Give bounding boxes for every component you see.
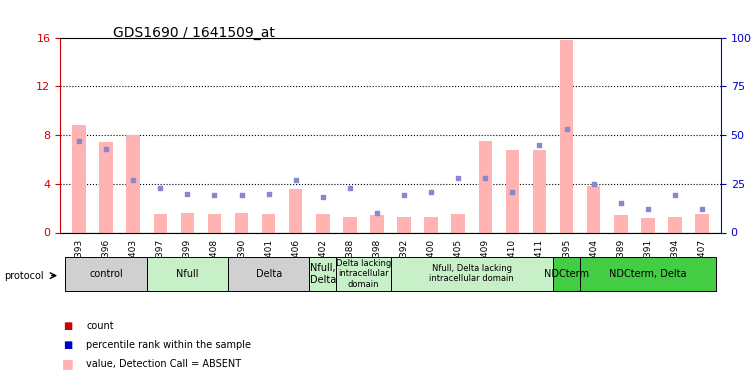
- Text: ■: ■: [63, 321, 72, 331]
- Bar: [478, 141, 492, 232]
- Text: control: control: [89, 269, 123, 279]
- Bar: [424, 217, 438, 232]
- Point: [398, 192, 410, 198]
- Point: [371, 210, 383, 216]
- FancyBboxPatch shape: [336, 257, 391, 291]
- Point: [696, 206, 708, 212]
- Bar: [153, 214, 167, 232]
- Bar: [641, 218, 655, 232]
- Text: ■: ■: [62, 357, 74, 370]
- Point: [344, 184, 356, 190]
- Text: GDS1690 / 1641509_at: GDS1690 / 1641509_at: [113, 26, 275, 40]
- Bar: [343, 217, 357, 232]
- Point: [642, 206, 654, 212]
- Bar: [126, 135, 140, 232]
- Bar: [180, 213, 195, 232]
- Point: [560, 126, 572, 132]
- Bar: [235, 213, 249, 232]
- Point: [154, 184, 166, 190]
- Bar: [668, 217, 682, 232]
- Text: Nfull,
Delta: Nfull, Delta: [309, 263, 336, 285]
- Bar: [289, 189, 303, 232]
- Bar: [370, 215, 384, 232]
- Bar: [559, 40, 573, 232]
- Text: count: count: [86, 321, 114, 331]
- FancyBboxPatch shape: [228, 257, 309, 291]
- Point: [236, 192, 248, 198]
- Text: Delta lacking
intracellular
domain: Delta lacking intracellular domain: [336, 259, 391, 289]
- Point: [290, 177, 302, 183]
- Point: [533, 142, 545, 148]
- Text: percentile rank within the sample: percentile rank within the sample: [86, 340, 252, 350]
- Bar: [397, 217, 411, 232]
- Point: [669, 192, 681, 198]
- Text: Delta: Delta: [255, 269, 282, 279]
- FancyBboxPatch shape: [65, 257, 146, 291]
- Bar: [208, 214, 222, 232]
- Point: [263, 190, 275, 196]
- Bar: [505, 150, 519, 232]
- FancyBboxPatch shape: [309, 257, 336, 291]
- FancyBboxPatch shape: [553, 257, 580, 291]
- Bar: [614, 215, 628, 232]
- Point: [506, 189, 518, 195]
- Text: ■: ■: [63, 340, 72, 350]
- Point: [317, 194, 329, 200]
- Text: value, Detection Call = ABSENT: value, Detection Call = ABSENT: [86, 359, 242, 369]
- FancyBboxPatch shape: [391, 257, 553, 291]
- Bar: [316, 214, 330, 232]
- Point: [425, 189, 437, 195]
- Point: [209, 192, 221, 198]
- Point: [615, 200, 627, 206]
- Point: [73, 138, 85, 144]
- Point: [127, 177, 139, 183]
- Bar: [532, 150, 546, 232]
- Bar: [695, 214, 709, 232]
- Bar: [262, 214, 276, 232]
- Text: Nfull: Nfull: [176, 269, 198, 279]
- Text: NDCterm, Delta: NDCterm, Delta: [609, 269, 686, 279]
- Point: [479, 175, 491, 181]
- Bar: [587, 186, 601, 232]
- Text: Nfull, Delta lacking
intracellular domain: Nfull, Delta lacking intracellular domai…: [430, 264, 514, 284]
- Text: protocol: protocol: [4, 271, 44, 280]
- Bar: [99, 142, 113, 232]
- Bar: [72, 125, 86, 232]
- Point: [182, 190, 194, 196]
- Text: NDCterm: NDCterm: [544, 269, 589, 279]
- Point: [587, 181, 599, 187]
- Point: [452, 175, 464, 181]
- FancyBboxPatch shape: [580, 257, 716, 291]
- Bar: [451, 214, 465, 232]
- Point: [100, 146, 112, 152]
- FancyBboxPatch shape: [146, 257, 228, 291]
